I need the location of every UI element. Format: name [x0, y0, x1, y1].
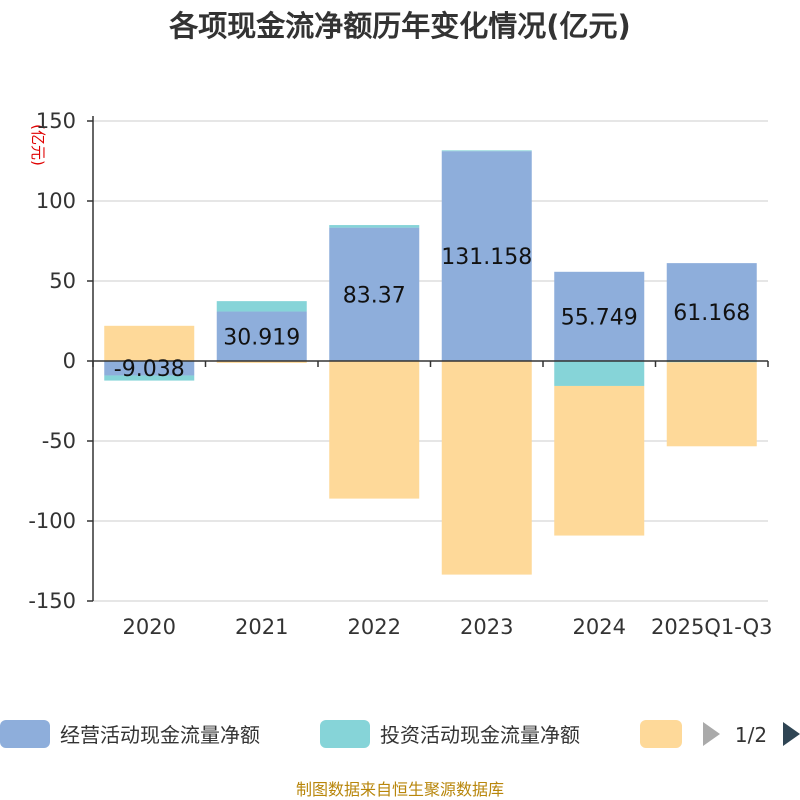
- bar-series2-3[interactable]: [441, 361, 532, 575]
- bar-series2-0[interactable]: [104, 325, 195, 361]
- bar-series0-1[interactable]: [216, 311, 307, 361]
- legend: 经营活动现金流量净额 投资活动现金流量净额 1/2: [0, 720, 800, 748]
- bar-series2-2[interactable]: [329, 361, 420, 499]
- bar-series2-5[interactable]: [666, 362, 757, 447]
- legend-swatch-investing[interactable]: [320, 720, 370, 748]
- data-labels: -9.038 30.919 83.37 131.158 55.749 61.168: [114, 245, 750, 382]
- legend-swatch-operating[interactable]: [0, 720, 50, 748]
- y-tick-label: -50: [42, 429, 76, 453]
- bar-series0-2[interactable]: [329, 227, 420, 361]
- data-label: 55.749: [561, 305, 638, 330]
- source-footer: 制图数据来自恒生聚源数据库: [296, 780, 504, 799]
- legend-label-operating[interactable]: 经营活动现金流量净额: [60, 723, 260, 747]
- legend-swatch-third[interactable]: [640, 720, 682, 748]
- legend-label-investing[interactable]: 投资活动现金流量净额: [380, 723, 580, 747]
- data-label: 61.168: [673, 301, 750, 326]
- bar-series0-3[interactable]: [441, 151, 532, 361]
- y-tick-label: 100: [36, 189, 76, 213]
- bars: [104, 150, 757, 575]
- bar-series0-4[interactable]: [554, 271, 645, 361]
- data-label: 131.158: [441, 245, 532, 270]
- bar-series2-4[interactable]: [554, 385, 645, 536]
- axes: [87, 116, 769, 602]
- bar-series1-3[interactable]: [441, 150, 532, 152]
- bar-series1-1[interactable]: [216, 301, 307, 312]
- data-label: -9.038: [114, 357, 185, 382]
- bar-series1-2[interactable]: [329, 225, 420, 228]
- x-tick-label: 2022: [348, 615, 401, 639]
- y-tick-label: 150: [36, 109, 76, 133]
- x-tick-label: 2023: [460, 615, 513, 639]
- legend-next-page-icon[interactable]: [783, 722, 800, 746]
- legend-prev-page-icon[interactable]: [703, 722, 720, 746]
- x-tick-label: 2025Q1-Q3: [651, 615, 773, 639]
- x-tick-label: 2024: [573, 615, 626, 639]
- data-label: 30.919: [223, 325, 300, 350]
- y-tick-label: -100: [28, 509, 76, 533]
- bar-series1-4[interactable]: [554, 361, 645, 386]
- bar-series0-0[interactable]: [104, 361, 195, 376]
- y-tick-label: 0: [63, 349, 76, 373]
- x-tick-label: 2021: [235, 615, 288, 639]
- data-label: 83.37: [343, 283, 406, 308]
- tick-labels: 150 100 50 0 -50 -100 -150 2020 2021 2022 2023 2024…: [28, 109, 772, 639]
- y-tick-label: 50: [49, 269, 76, 293]
- gridlines: [93, 120, 768, 602]
- y-tick-label: -150: [28, 589, 76, 613]
- chart-title: 各项现金流净额历年变化情况(亿元): [168, 9, 631, 43]
- bar-series2-1[interactable]: [216, 361, 307, 363]
- y-axis-unit-label: (亿元): [29, 124, 47, 166]
- legend-page-indicator: 1/2: [735, 723, 767, 747]
- bar-series0-5[interactable]: [666, 263, 757, 361]
- x-tick-label: 2020: [123, 615, 176, 639]
- bar-series1-0[interactable]: [104, 375, 195, 381]
